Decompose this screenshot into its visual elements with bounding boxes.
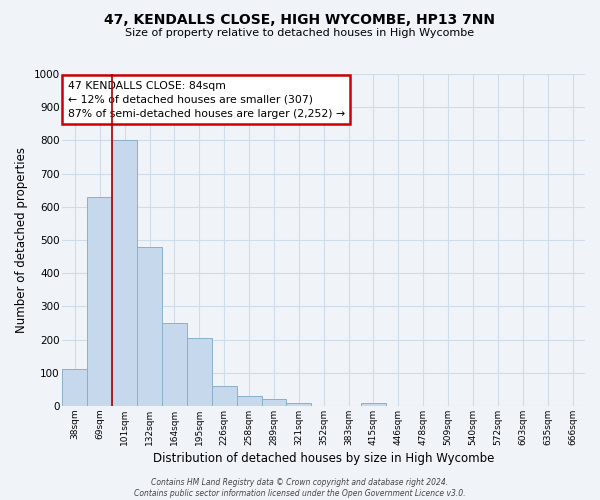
- Bar: [88, 197, 112, 406]
- Bar: [162, 323, 187, 406]
- Bar: [262, 400, 286, 406]
- Text: 47, KENDALLS CLOSE, HIGH WYCOMBE, HP13 7NN: 47, KENDALLS CLOSE, HIGH WYCOMBE, HP13 7…: [104, 12, 496, 26]
- Y-axis label: Number of detached properties: Number of detached properties: [15, 147, 28, 333]
- Bar: [212, 386, 236, 406]
- Bar: [187, 338, 212, 406]
- X-axis label: Distribution of detached houses by size in High Wycombe: Distribution of detached houses by size …: [153, 452, 494, 465]
- Text: Contains HM Land Registry data © Crown copyright and database right 2024.
Contai: Contains HM Land Registry data © Crown c…: [134, 478, 466, 498]
- Bar: [112, 140, 137, 406]
- Bar: [62, 370, 88, 406]
- Bar: [236, 396, 262, 406]
- Bar: [286, 402, 311, 406]
- Bar: [137, 246, 162, 406]
- Text: 47 KENDALLS CLOSE: 84sqm
← 12% of detached houses are smaller (307)
87% of semi-: 47 KENDALLS CLOSE: 84sqm ← 12% of detach…: [68, 80, 345, 118]
- Text: Size of property relative to detached houses in High Wycombe: Size of property relative to detached ho…: [125, 28, 475, 38]
- Bar: [361, 402, 386, 406]
